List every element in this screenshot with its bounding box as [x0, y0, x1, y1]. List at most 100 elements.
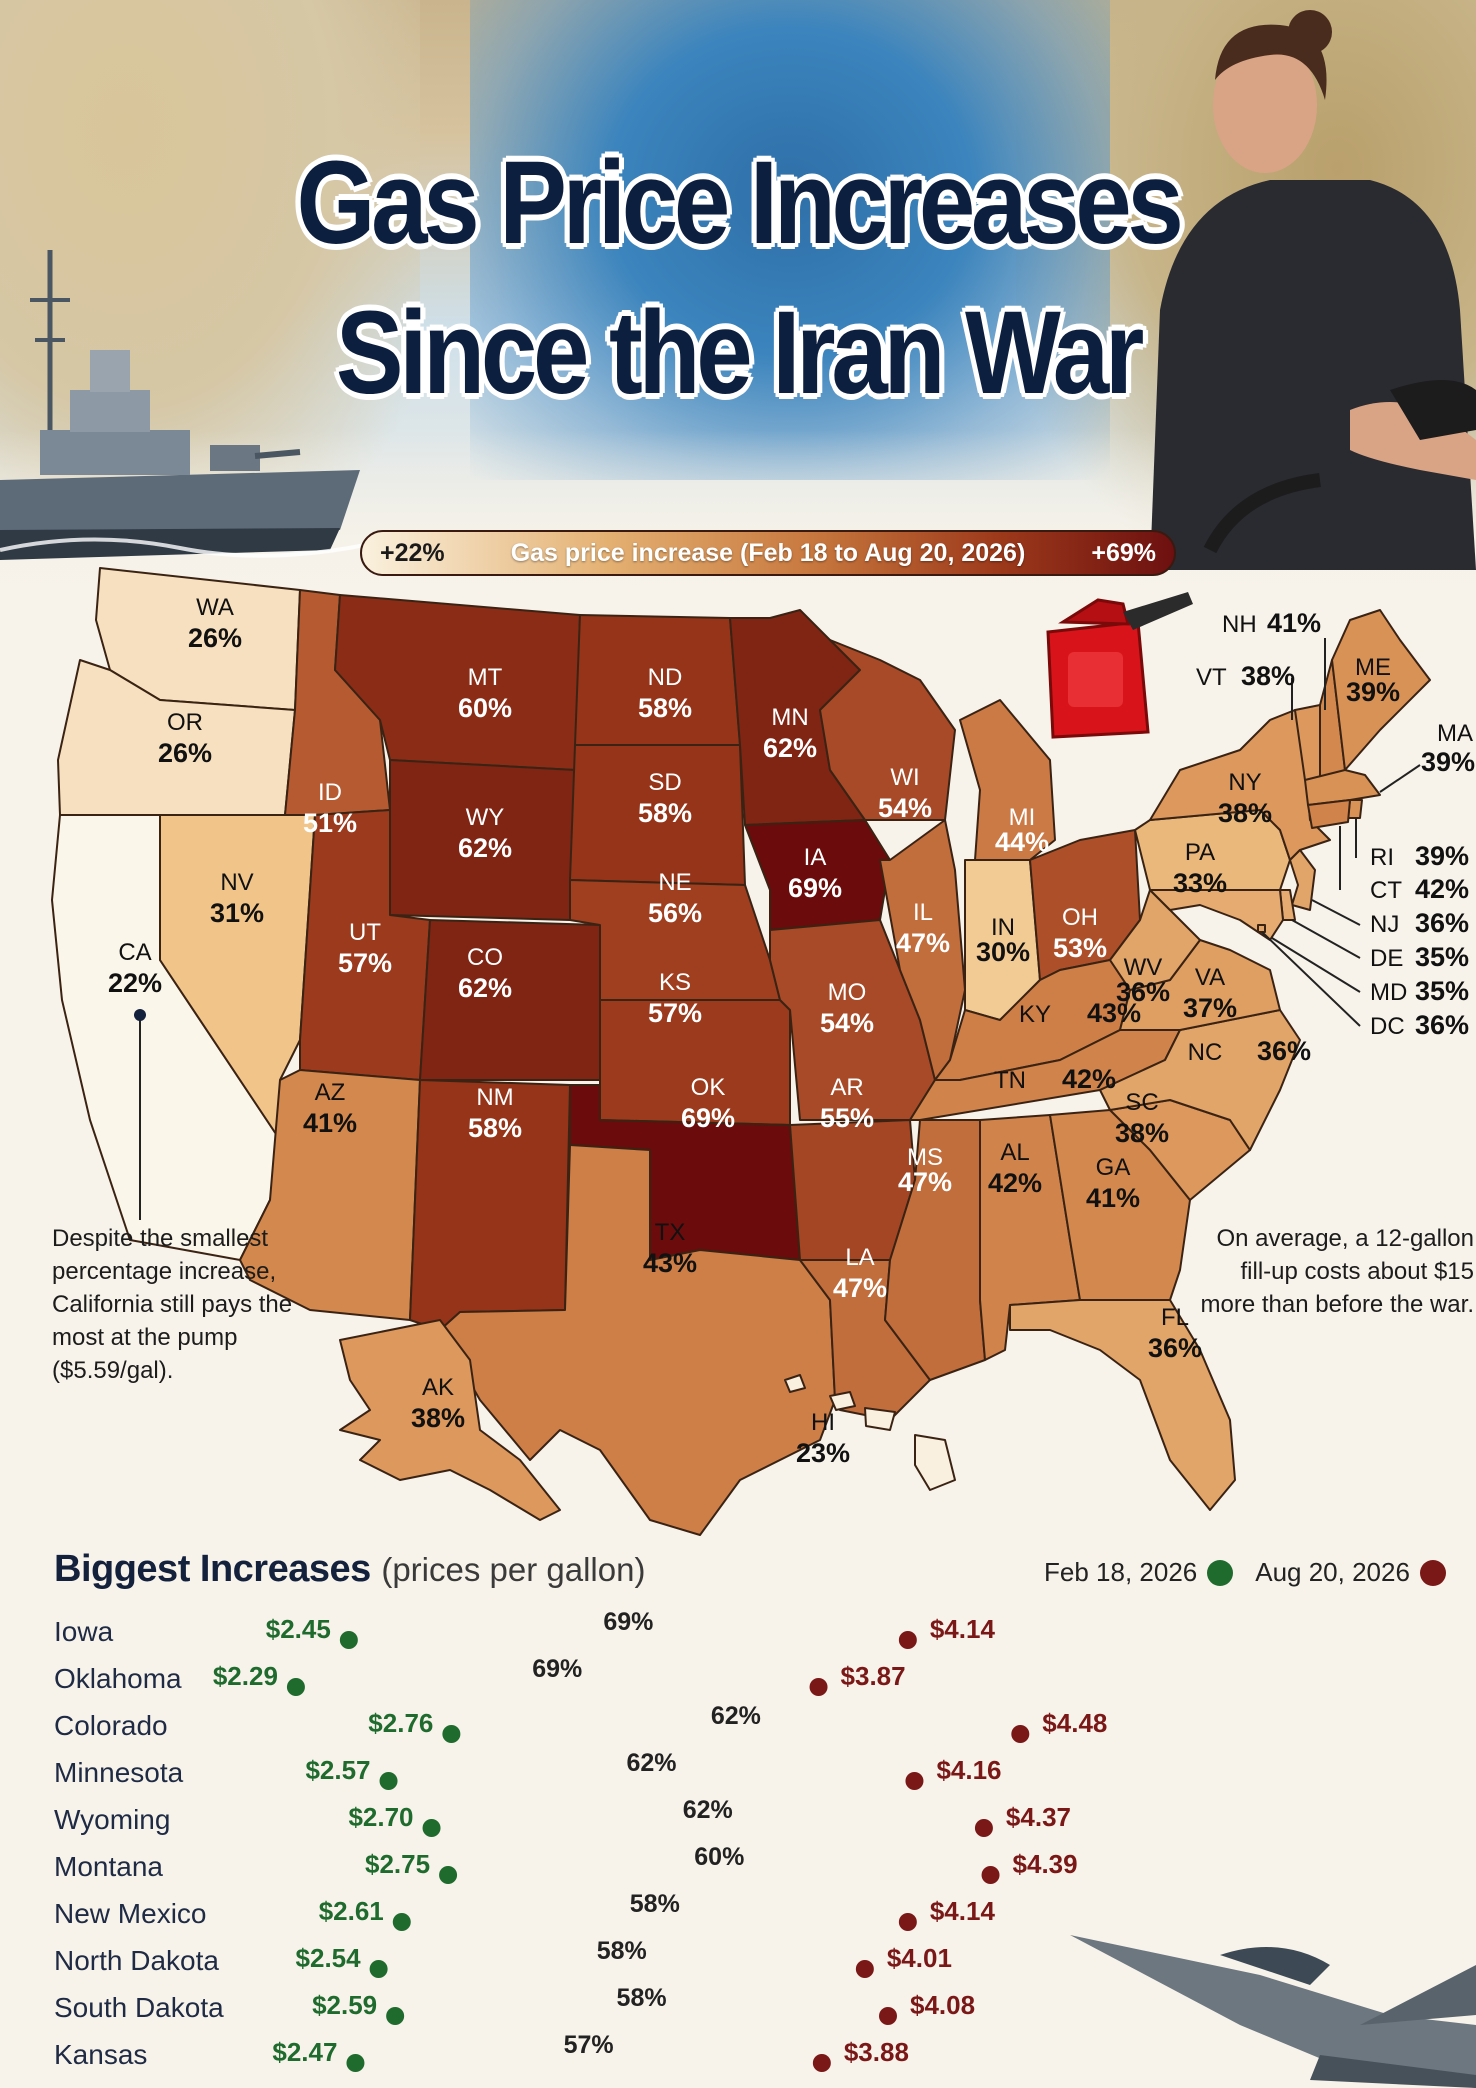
title-line-2: Since the Iran War [335, 287, 1145, 419]
dumbbell-rows: Iowa $2.45 $4.14 69% Oklahoma $2.29 $3.87 69% Co… [54, 1608, 1107, 2072]
state-label-ny: NY [1228, 769, 1261, 796]
state-label-il: IL [913, 899, 933, 926]
row-percent-change: 58% [597, 1937, 647, 1965]
row-feb-price: $2.59 [312, 1990, 377, 2020]
state-value-la: 47% [833, 1273, 887, 1303]
state-value-vt: 38% [1241, 661, 1295, 691]
state-labels: WA26%OR26%CA22%NV31%ID51%MT60%WY62%UT57%… [108, 594, 1475, 1468]
state-value-nm: 58% [468, 1113, 522, 1143]
state-value-de: 35% [1415, 942, 1469, 972]
state-label-ks: KS [659, 969, 691, 996]
state-shape-ak [339, 1319, 561, 1521]
row-feb-dot [286, 1678, 305, 1696]
state-label-co: CO [467, 944, 503, 971]
chart-title-sub: (prices per gallon) [381, 1551, 646, 1588]
state-value-tx: 43% [643, 1248, 697, 1278]
state-label-wv: WV [1124, 954, 1163, 981]
legend-label: Gas price increase (Feb 18 to Aug 20, 20… [510, 538, 1026, 567]
row-state-name: New Mexico [54, 1898, 206, 1929]
legend-low-value: +22% [380, 538, 445, 567]
state-value-ak: 38% [411, 1403, 465, 1433]
row-percent-change: 62% [683, 1796, 733, 1824]
state-label-az: AZ [315, 1079, 346, 1106]
callout-line-de [1291, 919, 1361, 959]
row-percent-change: 60% [694, 1843, 744, 1871]
state-label-hi: HI [811, 1409, 835, 1436]
state-label-nj: NJ [1370, 911, 1399, 938]
state-label-de: DE [1370, 945, 1403, 972]
state-value-az: 41% [303, 1108, 357, 1138]
row-feb-price: $2.57 [305, 1755, 370, 1785]
state-value-sd: 58% [638, 798, 692, 828]
row-feb-dot [422, 1819, 441, 1837]
page-title: Gas Price Increases Since the Iran War [0, 128, 1476, 428]
row-state-name: Oklahoma [54, 1663, 182, 1694]
legend-aug-dot [1419, 1559, 1446, 1586]
row-feb-dot [339, 1631, 358, 1649]
chart-legend: Feb 18, 2026 Aug 20, 2026 [1044, 1557, 1446, 1588]
state-value-ny: 38% [1218, 798, 1272, 828]
title-line-1: Gas Price Increases [296, 137, 1183, 269]
state-value-mn: 62% [763, 733, 817, 763]
state-label-va: VA [1195, 964, 1225, 991]
callout-line-md [1271, 937, 1361, 993]
fillup-note: On average, a 12-gallon fill-up costs ab… [1200, 1225, 1475, 1318]
row-aug-dot [905, 1772, 924, 1790]
state-value-wa: 26% [188, 623, 242, 653]
row-feb-price: $2.45 [266, 1614, 331, 1644]
state-label-ca: CA [118, 939, 151, 966]
row-aug-price: $3.88 [844, 2037, 909, 2067]
row-aug-price: $4.39 [1013, 1849, 1078, 1879]
state-shape-fl [1009, 1299, 1236, 1511]
row-feb-dot [346, 2054, 365, 2072]
state-value-ia: 69% [788, 873, 842, 903]
state-value-ne: 56% [648, 898, 702, 928]
state-shape-wi [819, 639, 956, 821]
row-feb-dot [439, 1866, 458, 1884]
state-label-mo: MO [828, 979, 867, 1006]
state-value-al: 42% [988, 1168, 1042, 1198]
state-label-tx: TX [655, 1219, 686, 1246]
state-value-nh: 41% [1267, 608, 1321, 638]
state-value-id: 51% [303, 808, 357, 838]
row-percent-change: 58% [617, 1984, 667, 2012]
woman-pumping-gas-image [1150, 10, 1476, 570]
state-shape-ct [1307, 799, 1351, 829]
state-label-ne: NE [658, 869, 691, 896]
row-percent-change: 69% [532, 1655, 582, 1683]
state-shape-nc [1099, 1009, 1301, 1151]
state-label-nh: NH [1222, 611, 1257, 638]
row-aug-price: $4.08 [910, 1990, 975, 2020]
fighter-jet-image [1070, 1935, 1476, 2088]
row-aug-dot [879, 2007, 897, 2025]
row-feb-price: $2.47 [272, 2037, 337, 2067]
state-value-ky: 43% [1087, 998, 1141, 1028]
row-feb-dot [369, 1960, 388, 1978]
state-value-ut: 57% [338, 948, 392, 978]
row-state-name: Iowa [54, 1616, 114, 1647]
state-value-nd: 58% [638, 693, 692, 723]
state-value-ct: 42% [1415, 874, 1469, 904]
callout-line-ma [1379, 764, 1421, 793]
state-label-ky: KY [1019, 1001, 1051, 1028]
state-label-ct: CT [1370, 877, 1402, 904]
row-feb-dot [379, 1772, 398, 1790]
state-value-ri: 39% [1415, 841, 1469, 871]
callout-line-dc [1261, 931, 1361, 1027]
state-label-mt: MT [468, 664, 503, 691]
state-label-fl: FL [1161, 1304, 1189, 1331]
state-value-tn: 42% [1062, 1064, 1116, 1094]
state-label-ia: IA [804, 844, 827, 871]
state-value-sc: 38% [1115, 1118, 1169, 1148]
row-feb-price: $2.61 [319, 1896, 384, 1926]
row-feb-price: $2.70 [348, 1802, 413, 1832]
row-feb-price: $2.29 [213, 1661, 278, 1691]
row-aug-dot [809, 1678, 828, 1696]
row-feb-dot [392, 1913, 411, 1931]
chart-title-main: Biggest Increases [54, 1548, 371, 1590]
state-shape-hi [784, 1374, 956, 1491]
state-label-wi: WI [890, 764, 919, 791]
row-aug-price: $4.14 [930, 1896, 996, 1926]
row-feb-dot [386, 2007, 405, 2025]
row-aug-price: $4.16 [936, 1755, 1001, 1785]
